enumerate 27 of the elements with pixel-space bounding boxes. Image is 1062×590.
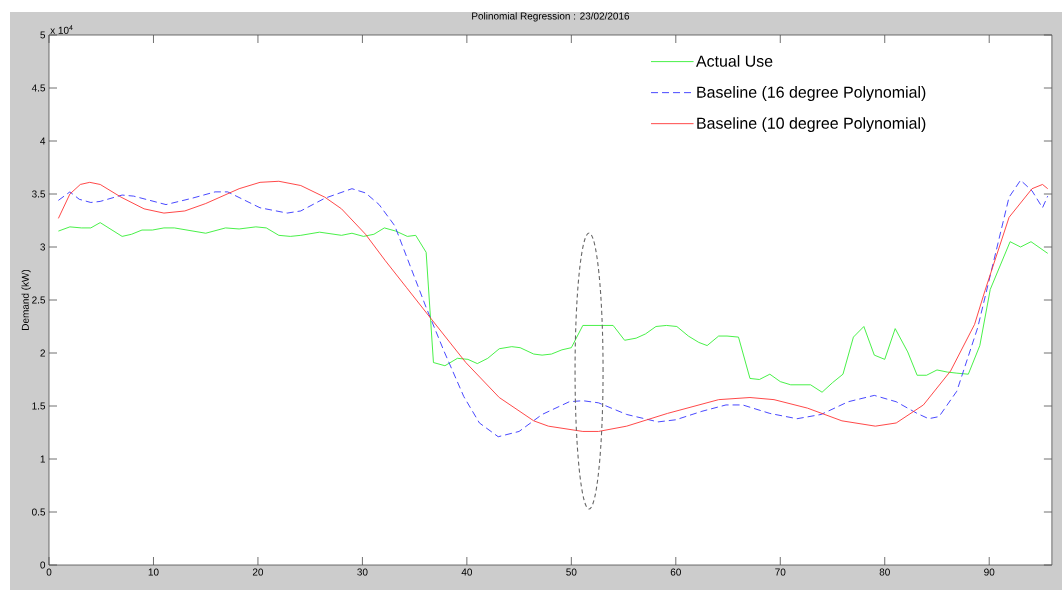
y-tick-label: 1: [40, 455, 45, 463]
y-tick-label: 3: [40, 243, 46, 251]
y-tick-label: 4.5: [31, 84, 46, 92]
x-tick-label: 50: [566, 568, 577, 576]
y-tick-label: 1.5: [32, 402, 46, 410]
x-tick-label: 40: [461, 568, 473, 576]
y-tick-label: 2: [40, 349, 45, 357]
x-tick-label: 0: [46, 568, 52, 576]
y-tick-label: 5: [40, 31, 46, 39]
y-tick-label: 2.5: [32, 296, 46, 304]
x-tick-label: 80: [879, 568, 890, 576]
y-tick-label: 4: [40, 137, 46, 145]
y-axis-title: Demand (kW): [21, 269, 31, 330]
y-tick-label: 0.5: [32, 508, 46, 516]
chart-title: Polinomial Regression : 23/02/2016: [472, 12, 630, 22]
x-tick-label: 30: [357, 568, 368, 576]
x-tick-label: 70: [775, 568, 786, 576]
x-tick-label: 60: [670, 568, 681, 576]
legend-label: Baseline (10 degree Polynomial): [697, 117, 926, 133]
x-tick-label: 20: [252, 568, 264, 576]
x-tick-label: 90: [984, 568, 995, 576]
text: x 10$^{4}$: [50, 25, 73, 34]
legend-label: Baseline (16 degree Polynomial): [697, 86, 926, 101]
y-tick-label: 3.5: [32, 190, 46, 198]
legend-label: Actual Use: [696, 55, 773, 67]
y-tick-label: 0: [40, 561, 46, 569]
x-tick-label: 10: [148, 568, 159, 576]
